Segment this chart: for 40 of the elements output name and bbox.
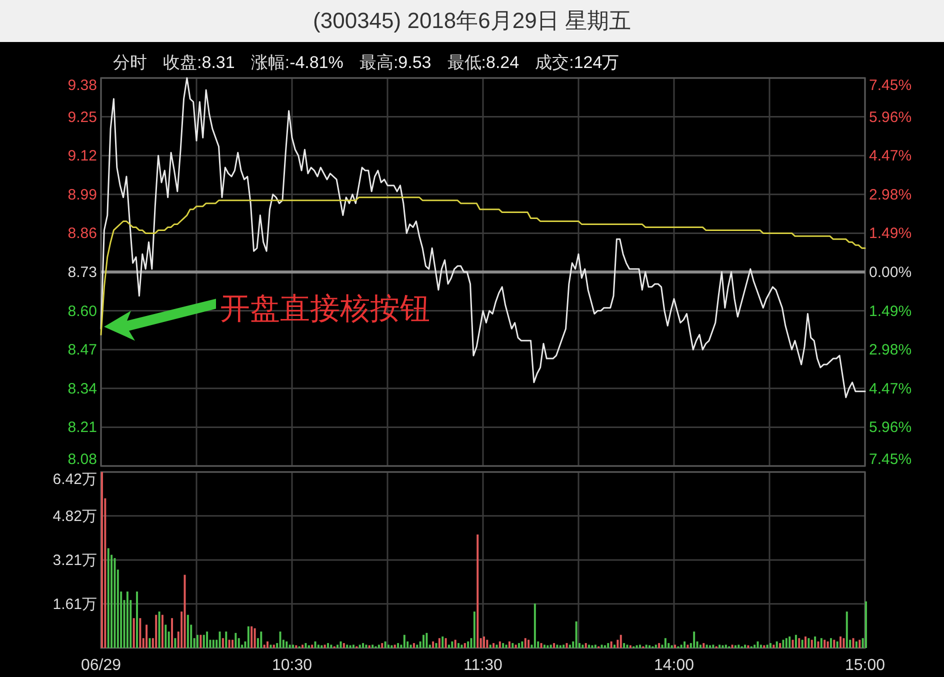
y-tick-label: 8.21 — [68, 419, 97, 436]
x-tick-label: 10:30 — [272, 657, 312, 674]
y-tick-label: 4.82万 — [52, 508, 97, 525]
y-tick-label: 8.34 — [68, 380, 97, 398]
text: 最低:8.24 — [447, 53, 520, 72]
y-tick-label: 8.47 — [68, 342, 97, 359]
y-tick-label: 3.21万 — [52, 552, 97, 569]
y2-tick-label: 7.45% — [869, 77, 912, 94]
y2-tick-label: 1.49% — [869, 302, 912, 320]
y2-tick-label: 7.45% — [869, 451, 912, 468]
y-tick-label: 8.73 — [68, 264, 97, 281]
y-tick-label: 8.86 — [68, 225, 97, 242]
y-tick-label: 8.60 — [68, 302, 97, 320]
y2-tick-label: 4.47% — [869, 148, 912, 165]
text: 涨幅:-4.81% — [250, 53, 344, 72]
y-tick-label: 9.25 — [68, 108, 97, 126]
y2-tick-label: 2.98% — [869, 186, 912, 204]
y2-tick-label: 1.49% — [869, 225, 912, 242]
text: 最高:9.53 — [359, 53, 432, 72]
text: 收盘:8.31 — [163, 53, 235, 72]
text: 分时 — [113, 53, 147, 72]
x-tick-label: 14:00 — [654, 657, 694, 674]
text: 成交:124万 — [535, 53, 620, 72]
x-tick-label: 15:00 — [844, 657, 886, 674]
line-series — [100, 196, 866, 336]
y-tick-label: 6.42万 — [52, 471, 97, 488]
y2-tick-label: 4.47% — [869, 380, 912, 398]
y2-tick-label: 5.96% — [869, 108, 912, 126]
y-tick-label: 9.38 — [68, 77, 97, 94]
y-tick-label: 8.99 — [68, 186, 97, 204]
y-tick-label: 9.12 — [68, 148, 97, 165]
y-tick-label: 1.61万 — [52, 596, 97, 613]
y-tick-label: 8.08 — [68, 451, 97, 468]
x-tick-label: 11:30 — [464, 657, 503, 674]
y2-tick-label: 2.98% — [869, 342, 912, 359]
y2-tick-label: 5.96% — [869, 419, 912, 436]
chart-title: (300345) 2018年6月29日 星期五 — [313, 8, 631, 33]
annotation: 开盘直接核按钮 — [220, 292, 430, 326]
y2-tick-label: 0.00% — [869, 264, 912, 281]
x-tick-label: 06/29 — [80, 657, 122, 674]
